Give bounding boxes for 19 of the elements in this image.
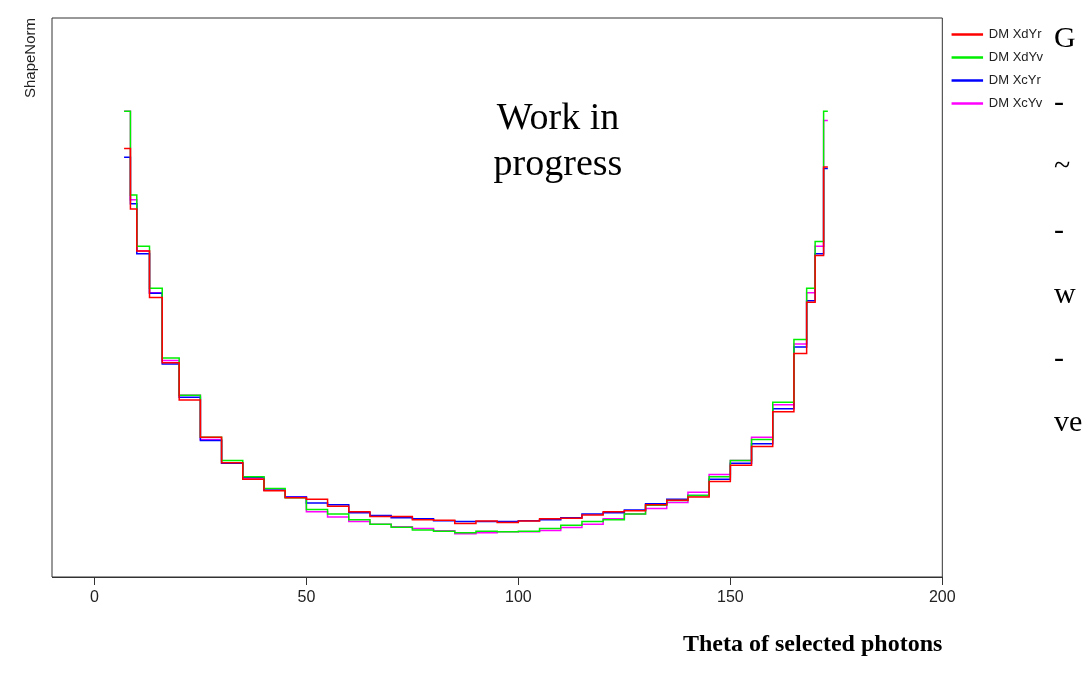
legend-label: DM XdYr (988, 26, 1043, 42)
x-tick-label: 200 (928, 588, 956, 606)
x-axis-title: Theta of selected photons (682, 629, 943, 656)
text: ~ (1054, 147, 1072, 183)
legend-label: DM XdYv (988, 49, 1044, 65)
x-tick-label: 0 (89, 588, 99, 606)
x-tick-label: 50 (297, 588, 316, 606)
text: w (1054, 275, 1077, 311)
text: ve (1054, 403, 1084, 439)
legend-label: DM XcYv (988, 95, 1043, 111)
x-tick-label: 100 (505, 588, 532, 606)
annotation: Work in progress (492, 94, 624, 185)
text: - (1054, 83, 1065, 119)
y-axis-title: ShapeNorm (21, 18, 39, 99)
x-tick-label: 150 (716, 588, 744, 606)
text: - (1054, 339, 1065, 375)
text: - (1054, 211, 1065, 247)
text: G (1054, 19, 1077, 55)
legend-label: DM XcYr (988, 72, 1042, 88)
